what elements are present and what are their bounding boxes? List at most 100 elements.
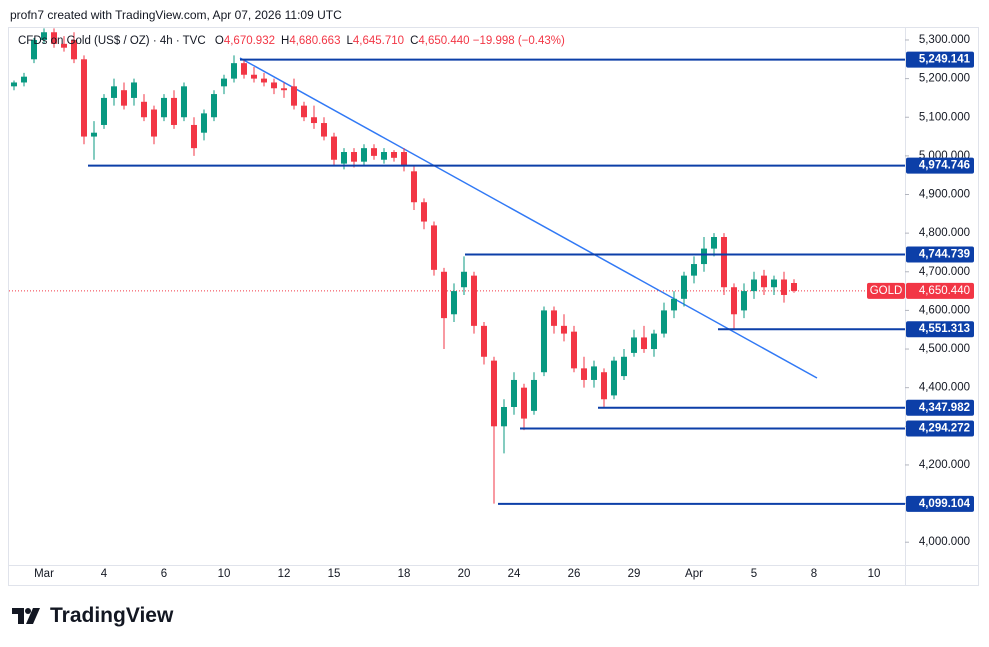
last-price-label: 4,650.440 xyxy=(919,285,970,297)
legend-key: C xyxy=(410,35,419,47)
candle-body xyxy=(601,372,607,400)
candle-body xyxy=(381,152,387,160)
candle-body xyxy=(541,310,547,373)
change-pct: (−0.43%) xyxy=(517,35,565,47)
y-tick-label: 4,000.000 xyxy=(919,536,970,548)
candle-body xyxy=(191,124,197,149)
y-tick-label: 4,400.000 xyxy=(919,382,970,394)
y-tick-label: 5,100.000 xyxy=(919,111,970,123)
level-label: 4,551.313 xyxy=(919,323,970,335)
candle-body xyxy=(301,105,307,118)
x-tick-label: 26 xyxy=(568,568,581,580)
x-tick-label: 10 xyxy=(868,568,881,580)
candle-body xyxy=(371,148,377,156)
x-tick-label: 15 xyxy=(328,568,341,580)
candle-body xyxy=(291,86,297,106)
candle-body xyxy=(731,287,737,315)
symbol-tag-box xyxy=(867,282,905,299)
candle-body xyxy=(721,237,727,288)
level-label: 4,294.272 xyxy=(919,423,970,435)
symbol-tag: GOLD xyxy=(870,285,903,297)
candle-body xyxy=(311,117,317,124)
legend-key: L xyxy=(346,35,353,47)
ohlc-values: O4,670.932 H4,680.663 L4,645.710 C4,650.440 xyxy=(209,35,470,47)
candle-body xyxy=(561,325,567,334)
level-label-box xyxy=(906,399,974,416)
x-tick-label: 10 xyxy=(218,568,231,580)
x-tick-label: 5 xyxy=(751,568,757,580)
y-tick-label: 5,300.000 xyxy=(919,34,970,46)
logo-text: TradingView xyxy=(50,604,174,627)
candle-body xyxy=(681,275,687,299)
legend-value: 4,645.710 xyxy=(352,35,405,47)
candle-body xyxy=(331,136,337,160)
candle-body xyxy=(21,76,27,83)
candle-body xyxy=(741,291,747,311)
plot-area xyxy=(9,28,905,504)
candle-body xyxy=(161,97,167,118)
y-tick-label: 4,700.000 xyxy=(919,266,970,278)
candle-body xyxy=(91,132,97,137)
level-label-box xyxy=(906,246,974,263)
change: −19.998 xyxy=(472,35,515,47)
candle-body xyxy=(81,59,87,137)
candle-body xyxy=(351,152,357,162)
last-price-box xyxy=(906,282,974,299)
y-tick-label: 4,200.000 xyxy=(919,459,970,471)
legend-header: CFDs on Gold (US$ / OZ) · 4h · TVC O4,67… xyxy=(18,35,565,47)
candle-body xyxy=(641,337,647,350)
candle-body xyxy=(771,279,777,288)
x-tick-label: 4 xyxy=(101,568,108,580)
level-label-box xyxy=(906,157,974,174)
x-tick-label: 8 xyxy=(811,568,817,580)
candle-body xyxy=(391,152,397,158)
legend-value: 4,680.663 xyxy=(289,35,341,47)
candle-body xyxy=(551,310,557,326)
candle-body xyxy=(151,109,157,137)
symbol-title: CFDs on Gold (US$ / OZ) · 4h · TVC xyxy=(18,35,206,47)
legend-value: 4,650.440 xyxy=(418,35,470,47)
candle-body xyxy=(791,283,797,291)
candle-body xyxy=(201,113,207,133)
candle-body xyxy=(521,387,527,419)
candle-body xyxy=(761,275,767,288)
candle-body xyxy=(701,248,707,265)
candle-body xyxy=(261,78,267,83)
candle-body xyxy=(471,275,477,326)
x-tick-label: Apr xyxy=(685,568,703,580)
candle-body xyxy=(241,63,247,75)
level-label-box xyxy=(906,51,974,68)
candle-body xyxy=(461,271,467,288)
level-label: 4,099.104 xyxy=(919,498,971,510)
candle-body xyxy=(621,356,627,377)
candle-body xyxy=(441,271,447,319)
candle-body xyxy=(121,90,127,106)
legend-value: 4,670.932 xyxy=(223,35,275,47)
candle-body xyxy=(491,360,497,427)
candle-body xyxy=(251,74,257,79)
candle-body xyxy=(71,39,77,60)
candle-body xyxy=(271,82,277,89)
candle-body xyxy=(421,202,427,222)
legend-key: H xyxy=(281,35,290,47)
candle-body xyxy=(411,171,417,203)
legend-key: O xyxy=(214,35,224,47)
x-tick-label: 24 xyxy=(508,568,521,580)
axes: 5,300.0005,200.0005,100.0005,000.0004,90… xyxy=(34,34,974,580)
candle-body xyxy=(131,82,137,98)
candle-body xyxy=(51,32,57,44)
candle-body xyxy=(651,333,657,350)
candle-body xyxy=(591,366,597,380)
candle-body xyxy=(711,237,717,249)
candle-body xyxy=(231,63,237,79)
candle-body xyxy=(581,368,587,380)
candle-body xyxy=(11,82,17,87)
x-tick-label: 20 xyxy=(458,568,471,580)
y-tick-label: 4,600.000 xyxy=(919,304,970,316)
candle-body xyxy=(111,86,117,98)
level-label-box xyxy=(906,420,974,437)
candle-body xyxy=(501,406,507,427)
x-tick-label: Mar xyxy=(34,568,54,580)
candle-body xyxy=(31,39,37,60)
